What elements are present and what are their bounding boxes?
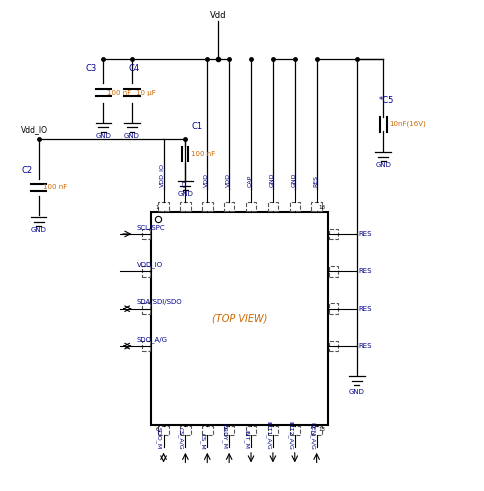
Bar xyxy=(311,202,322,211)
Text: C1: C1 xyxy=(191,122,202,132)
Bar xyxy=(180,202,191,211)
Text: INT_M: INT_M xyxy=(243,431,249,449)
Text: Vdd: Vdd xyxy=(210,11,227,20)
Text: RES: RES xyxy=(359,231,372,237)
Bar xyxy=(289,202,300,211)
Text: GND: GND xyxy=(124,133,140,139)
Text: GND: GND xyxy=(292,173,297,187)
Text: Vdd_IO: Vdd_IO xyxy=(21,125,48,134)
Text: CS_M: CS_M xyxy=(200,433,205,449)
Text: SDO_A/G: SDO_A/G xyxy=(137,336,168,343)
Bar xyxy=(268,426,278,435)
Text: VDD_IO: VDD_IO xyxy=(137,261,163,268)
Bar xyxy=(224,202,234,211)
Text: GND: GND xyxy=(30,227,46,233)
Bar xyxy=(246,426,257,435)
Text: 6: 6 xyxy=(156,427,159,432)
Text: GND: GND xyxy=(95,133,111,139)
Bar xyxy=(158,426,169,435)
Text: C1: C1 xyxy=(182,179,187,187)
Text: RES: RES xyxy=(359,306,372,312)
Text: DRDY_M: DRDY_M xyxy=(222,423,227,449)
Text: 10 μF: 10 μF xyxy=(136,89,155,96)
Bar xyxy=(141,341,150,352)
Text: INT2_A/G: INT2_A/G xyxy=(287,420,293,449)
Text: GND: GND xyxy=(349,389,365,395)
Bar xyxy=(268,202,278,211)
Text: SDO_M: SDO_M xyxy=(156,427,162,449)
Text: *C5: *C5 xyxy=(378,96,393,105)
Text: 1: 1 xyxy=(156,205,159,210)
Text: DEN_A/G: DEN_A/G xyxy=(309,421,315,449)
Text: VDD: VDD xyxy=(226,173,231,187)
Text: CS_A/G: CS_A/G xyxy=(178,427,183,449)
Text: GND: GND xyxy=(178,191,193,197)
Bar xyxy=(329,229,338,239)
Text: 13: 13 xyxy=(318,427,326,432)
Text: 100 nF: 100 nF xyxy=(107,89,131,96)
Text: 18: 18 xyxy=(318,205,326,210)
Text: C4: C4 xyxy=(129,64,140,73)
Text: CAP: CAP xyxy=(248,175,253,187)
Text: 100 nF: 100 nF xyxy=(191,151,215,157)
Bar xyxy=(180,426,191,435)
Bar xyxy=(246,202,257,211)
Text: SDA/SDI/SDO: SDA/SDI/SDO xyxy=(137,300,182,305)
Text: RES: RES xyxy=(359,268,372,274)
Bar xyxy=(289,426,300,435)
Bar xyxy=(151,212,328,425)
Text: VDD_IO: VDD_IO xyxy=(160,163,166,187)
Text: RES: RES xyxy=(314,175,318,187)
Bar xyxy=(141,303,150,314)
Text: GND: GND xyxy=(270,173,275,187)
Bar xyxy=(329,266,338,276)
Bar xyxy=(311,426,322,435)
Text: INT1_A/G: INT1_A/G xyxy=(265,421,271,449)
Text: C3: C3 xyxy=(86,64,97,73)
Text: C2: C2 xyxy=(21,166,32,175)
Bar xyxy=(329,341,338,352)
Bar xyxy=(141,229,150,239)
Text: SCL/SPC: SCL/SPC xyxy=(137,224,166,231)
Bar xyxy=(202,426,212,435)
Text: GND: GND xyxy=(375,162,391,168)
Text: 100 nF: 100 nF xyxy=(44,184,68,190)
Bar xyxy=(141,266,150,276)
Bar xyxy=(158,202,169,211)
Bar xyxy=(202,202,212,211)
Text: 10nF(16V): 10nF(16V) xyxy=(389,121,425,127)
Bar xyxy=(224,426,234,435)
Text: RES: RES xyxy=(359,343,372,349)
Text: (TOP VIEW): (TOP VIEW) xyxy=(212,313,267,323)
Text: VDD: VDD xyxy=(204,173,209,187)
Bar xyxy=(329,303,338,314)
